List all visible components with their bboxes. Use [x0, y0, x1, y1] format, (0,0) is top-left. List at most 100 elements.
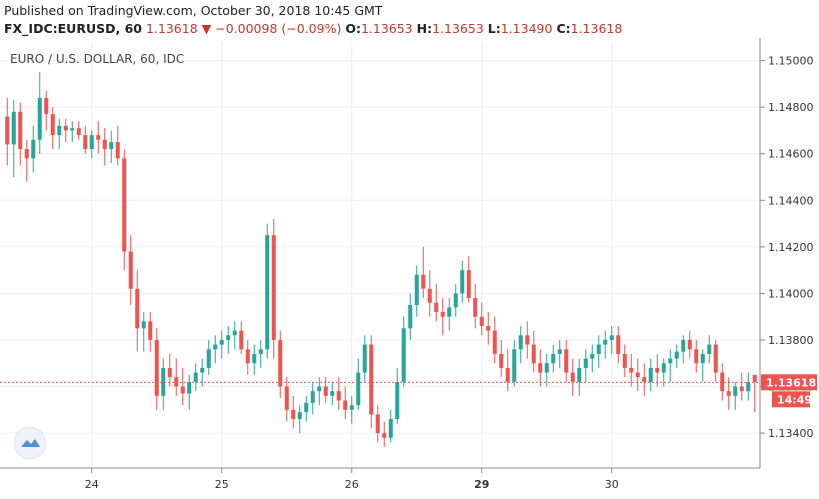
candle-body [5, 116, 10, 145]
candle-body [297, 412, 302, 420]
tradingview-logo-icon[interactable] [14, 427, 46, 459]
candle-body [219, 339, 224, 345]
candle-body [460, 270, 465, 294]
symbol-label[interactable]: FX_IDC:EURUSD, 60 [4, 21, 142, 36]
candle-body [492, 330, 497, 354]
candle-body [135, 288, 140, 329]
candle-body [453, 293, 458, 308]
candle-body [265, 235, 270, 350]
price-axis[interactable]: 1.15000 1.14800 1.14600 1.14400 1.14200 1.140… [759, 38, 817, 468]
candle-body [557, 349, 562, 354]
candle-body [577, 367, 582, 382]
candle-body [11, 111, 16, 145]
candle-body [629, 367, 634, 373]
chart-header: Published on TradingView.com, October 30… [0, 0, 819, 42]
chart-title: EURO / U.S. DOLLAR, 60, IDC [10, 52, 184, 66]
low-value: 1.13490 [500, 21, 553, 36]
close-value: 1.13618 [570, 21, 623, 36]
candle-body [24, 149, 29, 159]
candle-body [258, 349, 263, 354]
published-caption: Published on TradingView.com, October 30… [4, 3, 383, 18]
candle-body [96, 135, 101, 140]
price-tick-label: 1.15000 [768, 55, 814, 68]
candle-body [304, 402, 309, 413]
candle-body [362, 344, 367, 373]
candle-body [674, 351, 679, 359]
time-tick-label: 30 [605, 478, 619, 491]
price-tick-label: 1.14200 [768, 241, 814, 254]
candle-body [570, 372, 575, 382]
price-tick-label: 1.14800 [768, 101, 814, 114]
candle-body [278, 339, 283, 387]
high-label: H: [416, 21, 433, 36]
candle-body [323, 386, 328, 396]
countdown-label: 14:49 [777, 393, 812, 406]
close-label: C: [556, 21, 571, 36]
candle-body [239, 330, 244, 350]
candle-body [317, 386, 322, 392]
candle-body [382, 433, 387, 438]
candle-body [434, 302, 439, 313]
candle-body [486, 326, 491, 331]
candle-body [213, 344, 218, 350]
candle-body [193, 372, 198, 382]
candle-body [330, 391, 335, 396]
candle-body [336, 391, 341, 401]
candle-body [733, 386, 738, 396]
candle-body [154, 339, 159, 396]
candle-body [655, 367, 660, 373]
time-tick-label: 24 [85, 478, 99, 491]
candle-body [603, 339, 608, 345]
candle-body [102, 139, 107, 150]
candle-body [746, 381, 751, 392]
candle-body [421, 274, 426, 289]
open-value: 1.13653 [360, 21, 413, 36]
candle-body [37, 97, 42, 140]
candle-body [349, 405, 354, 410]
candle-body [752, 374, 757, 382]
price-tick-label: 1.14600 [768, 148, 814, 161]
change-value: −0.00098 (−0.09%) [215, 21, 342, 36]
candle-body [115, 142, 120, 159]
high-value: 1.13653 [432, 21, 484, 36]
candle-body [622, 353, 627, 368]
candle-body [206, 349, 211, 368]
candle-body [668, 358, 673, 364]
candle-body [388, 419, 393, 438]
candle-body [89, 135, 94, 150]
candle-body [596, 344, 601, 354]
candle-body [466, 270, 471, 299]
candle-body [83, 135, 88, 150]
candle-body [70, 128, 75, 131]
candle-body [245, 349, 250, 364]
candle-body [590, 353, 595, 359]
candle-body [122, 158, 127, 252]
candle-body [544, 363, 549, 373]
candle-body [31, 139, 36, 159]
candle-body [356, 372, 361, 406]
candle-body [694, 349, 699, 364]
candle-body [148, 321, 153, 340]
candle-body [180, 386, 185, 394]
candle-body [76, 128, 81, 136]
candle-body [479, 316, 484, 326]
ohlc-legend: FX_IDC:EURUSD, 60 1.13618 ▼ −0.00098 (−0… [4, 21, 622, 36]
candle-body [109, 142, 114, 150]
candle-body [141, 321, 146, 329]
candle-body [720, 372, 725, 392]
candle-body [232, 330, 237, 336]
time-axis[interactable]: 24 25 26 29 30 [0, 467, 760, 491]
candle-body [50, 114, 55, 136]
candle-body [525, 335, 530, 345]
countdown-tag [772, 391, 810, 408]
low-label: L: [487, 21, 501, 36]
candle-body [161, 367, 166, 396]
candle-body [635, 372, 640, 378]
open-label: O: [345, 21, 361, 36]
candle-body [252, 353, 257, 364]
candle-body [310, 391, 315, 403]
candle-body [57, 125, 62, 136]
candle-body [564, 349, 569, 373]
candle-body [551, 353, 556, 364]
